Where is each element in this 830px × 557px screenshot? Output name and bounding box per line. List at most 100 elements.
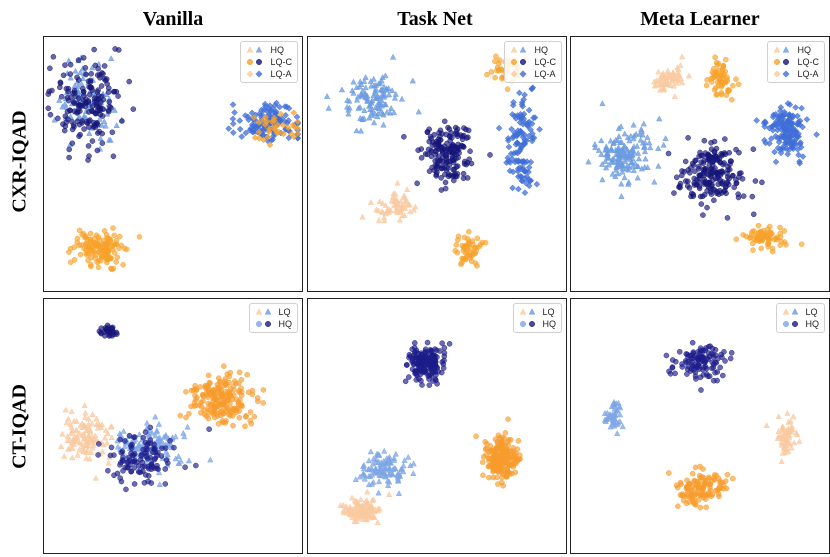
legend-marker-icon [519,321,535,327]
data-point-hq-light [389,470,396,477]
data-point-hq [637,136,644,143]
data-point-navy [455,154,461,161]
series-orange [177,363,267,430]
series-lq-light [359,179,419,223]
data-point-orange [665,470,672,476]
data-point-hq [359,115,366,122]
data-point-lq-a-orange [290,109,298,117]
data-point-hq [714,369,721,375]
data-point-lq-light [401,192,408,199]
data-point-lq [93,415,100,422]
data-point-navy [450,166,456,173]
data-point-lq-a [521,168,529,175]
data-point-hq [162,445,169,452]
data-point-lq [86,455,93,462]
data-point-navy [731,184,738,191]
data-point-hq [656,115,663,122]
data-point-lq [87,426,94,433]
data-point-navy [441,143,448,150]
data-point-lq-a-orange [255,128,263,136]
data-point-hq-light [395,490,403,496]
data-point-navy [724,215,731,221]
data-point-hq [67,74,74,81]
data-point-hq [357,127,365,134]
data-point-hq [655,162,662,169]
data-point-lq-light [379,208,386,215]
legend-label: LQ-C [797,57,819,67]
data-point-lq [65,445,72,452]
data-point-orange [497,462,504,469]
series-lq-a-orange [250,109,302,149]
legend-label: LQ [542,307,555,317]
data-point-orange [237,397,243,403]
data-point-lq-c [763,234,769,240]
data-point-lq [363,496,370,503]
data-point-lq-c [766,223,773,230]
data-point-orange [692,501,699,508]
data-point-hq [647,144,654,151]
data-point-hq [630,143,638,150]
data-point-lq-c [109,243,115,250]
series-lq-light [651,53,693,100]
data-point-lq-a [528,85,536,92]
scatter-panel-ct-task-net: LQ HQ [307,298,567,554]
data-point-hq [77,69,84,75]
data-point-hq-dark [62,62,68,68]
data-point-lq [69,454,76,461]
data-point-navy [433,138,439,145]
data-point-hq-dark [94,103,100,110]
data-point-orange [677,479,684,486]
data-point-lq-a [242,129,250,137]
data-point-hq-dark [70,122,77,128]
data-point-hq [607,137,614,144]
data-point-navy [429,142,436,148]
data-point-hq [111,106,118,113]
data-point-lq-a [511,158,519,166]
data-point-orange [249,387,256,394]
data-point-hq-dark [109,129,116,136]
data-point-navy [465,127,472,134]
data-point-hq [370,75,377,82]
data-point-hq [374,113,381,120]
legend-label: LQ-A [797,69,819,79]
data-point-lq-a [792,104,799,111]
data-point-lq [68,408,75,415]
data-point-hq-light [400,462,407,469]
data-point-lq [86,435,94,442]
data-point-hq-light [394,477,402,484]
data-point-lq-a [783,125,791,133]
data-point-hq-light [120,427,127,434]
data-point-hq-dark [61,127,68,134]
data-point-hq [689,355,696,362]
data-point-lq-c [774,234,781,241]
data-point-hq [406,351,413,358]
data-point-hq-dark [115,47,122,53]
data-point-orange [482,439,488,445]
data-point-orange [218,408,225,415]
data-point-lq-a [515,185,522,193]
data-point-hq [361,107,368,114]
data-point-navy [701,137,708,144]
data-point-lq-a-orange [284,124,292,132]
data-point-lq-c [455,233,462,240]
data-point-hq-light [376,471,383,478]
legend-marker-a [774,46,781,53]
data-point-hq [615,144,622,151]
data-point-hq [353,83,360,90]
data-point-hq-light [356,473,364,480]
data-point-hq [79,75,87,82]
data-point-hq [694,355,701,361]
data-point-hq-light [608,403,615,410]
data-point-lq-a [229,101,237,108]
data-point-navy [738,170,744,176]
data-point-hq [621,158,628,164]
data-point-hq [120,468,126,474]
data-point-lq-c [758,229,764,235]
data-point-lq-a-orange [264,133,272,141]
data-point-navy [418,155,425,161]
data-point-navy [673,174,680,181]
data-point-lq-c [466,240,472,247]
data-point-hq [641,144,648,151]
data-point-hq [380,121,387,128]
data-point-lq [94,424,101,431]
